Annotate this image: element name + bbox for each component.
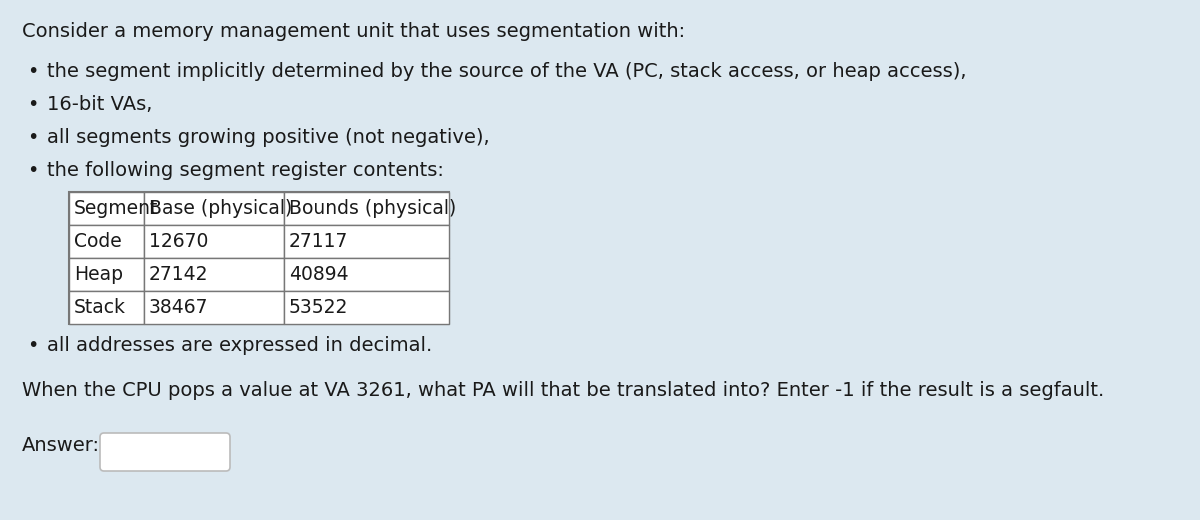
Bar — [284, 258, 449, 291]
Text: Consider a memory management unit that uses segmentation with:: Consider a memory management unit that u… — [22, 22, 685, 41]
Text: 12670: 12670 — [149, 232, 209, 251]
Bar — [144, 258, 284, 291]
Text: the following segment register contents:: the following segment register contents: — [47, 161, 444, 180]
Text: Stack: Stack — [74, 298, 126, 317]
Bar — [70, 225, 144, 258]
Text: 27142: 27142 — [149, 265, 209, 284]
Bar — [284, 192, 449, 225]
Text: the segment implicitly determined by the source of the VA (PC, stack access, or : the segment implicitly determined by the… — [47, 62, 966, 81]
Bar — [144, 291, 284, 324]
Bar — [284, 225, 449, 258]
FancyBboxPatch shape — [100, 433, 230, 471]
Text: Bounds (physical): Bounds (physical) — [289, 199, 456, 218]
Text: Code: Code — [74, 232, 121, 251]
Bar — [70, 192, 144, 225]
Text: 53522: 53522 — [289, 298, 348, 317]
Text: all addresses are expressed in decimal.: all addresses are expressed in decimal. — [47, 336, 432, 355]
Bar — [284, 291, 449, 324]
Text: When the CPU pops a value at VA 3261, what PA will that be translated into? Ente: When the CPU pops a value at VA 3261, wh… — [22, 381, 1104, 400]
Text: Answer:: Answer: — [22, 436, 100, 455]
Bar — [70, 291, 144, 324]
Text: Base (physical): Base (physical) — [149, 199, 293, 218]
Text: all segments growing positive (not negative),: all segments growing positive (not negat… — [47, 128, 490, 147]
Text: •: • — [28, 62, 38, 81]
Text: •: • — [28, 128, 38, 147]
Bar — [70, 192, 449, 324]
Text: 16-bit VAs,: 16-bit VAs, — [47, 95, 152, 114]
Text: •: • — [28, 95, 38, 114]
Text: •: • — [28, 161, 38, 180]
Text: •: • — [28, 336, 38, 355]
Text: 38467: 38467 — [149, 298, 209, 317]
Text: 40894: 40894 — [289, 265, 349, 284]
Text: Heap: Heap — [74, 265, 124, 284]
Bar — [70, 258, 144, 291]
Text: Segment: Segment — [74, 199, 158, 218]
Text: 27117: 27117 — [289, 232, 348, 251]
Bar — [144, 192, 284, 225]
Bar — [144, 225, 284, 258]
